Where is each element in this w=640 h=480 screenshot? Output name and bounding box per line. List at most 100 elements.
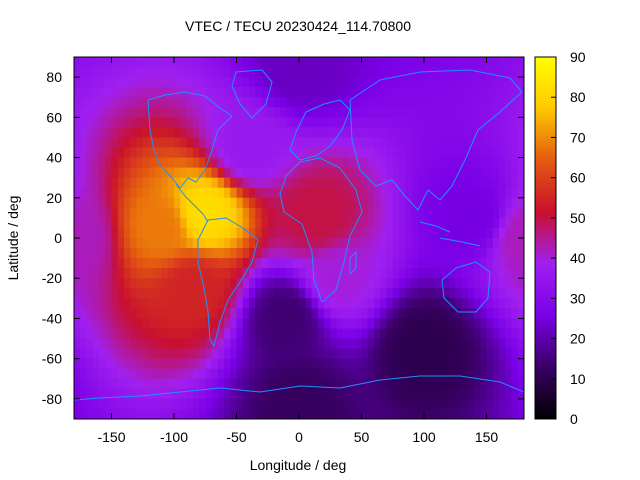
heatmap-cell bbox=[305, 278, 313, 289]
heatmap-cell bbox=[305, 268, 313, 279]
heatmap-cell bbox=[374, 368, 381, 380]
heatmap-cell bbox=[492, 368, 500, 380]
heatmap-cell bbox=[305, 258, 313, 269]
heatmap-cell bbox=[261, 248, 269, 259]
heatmap-cell bbox=[92, 378, 100, 390]
heatmap-cell bbox=[480, 328, 488, 340]
heatmap-cell bbox=[405, 308, 413, 320]
heatmap-cell bbox=[511, 217, 519, 229]
heatmap-cell bbox=[411, 67, 419, 78]
heatmap-cell bbox=[286, 348, 294, 360]
heatmap-cell bbox=[111, 117, 119, 128]
heatmap-cell bbox=[317, 97, 325, 108]
heatmap-cell bbox=[317, 157, 325, 169]
heatmap-cell bbox=[124, 197, 131, 209]
heatmap-cell bbox=[105, 378, 113, 390]
heatmap-cell bbox=[261, 67, 269, 78]
heatmap-cell bbox=[342, 147, 350, 159]
heatmap-cell bbox=[499, 147, 506, 159]
heatmap-cell bbox=[74, 298, 81, 309]
heatmap-cell bbox=[461, 328, 469, 340]
heatmap-cell bbox=[342, 268, 350, 279]
heatmap-cell bbox=[267, 127, 275, 139]
heatmap-cell bbox=[424, 238, 431, 249]
heatmap-cell bbox=[211, 97, 219, 108]
heatmap-cell bbox=[311, 87, 319, 98]
heatmap-cell bbox=[249, 227, 256, 239]
heatmap-cell bbox=[424, 127, 431, 139]
heatmap-cell bbox=[199, 187, 206, 199]
heatmap-cell bbox=[86, 207, 94, 219]
heatmap-cell bbox=[361, 408, 369, 419]
heatmap-cell bbox=[499, 87, 506, 98]
heatmap-cell bbox=[486, 358, 494, 370]
heatmap-cell bbox=[511, 258, 519, 269]
heatmap-cell bbox=[349, 107, 356, 118]
heatmap-cell bbox=[317, 258, 325, 269]
heatmap-cell bbox=[155, 227, 163, 239]
heatmap-cell bbox=[174, 167, 181, 179]
heatmap-cell bbox=[174, 338, 181, 350]
heatmap-cell bbox=[199, 298, 206, 309]
heatmap-cell bbox=[124, 298, 131, 309]
heatmap-cell bbox=[230, 157, 238, 169]
heatmap-cell bbox=[211, 87, 219, 98]
heatmap-cell bbox=[99, 57, 106, 68]
heatmap-cell bbox=[492, 338, 500, 350]
heatmap-cell bbox=[449, 127, 456, 139]
heatmap-cell bbox=[380, 127, 388, 139]
heatmap-cell bbox=[274, 358, 281, 370]
heatmap-cell bbox=[430, 378, 438, 390]
heatmap-cell bbox=[136, 207, 144, 219]
heatmap-cell bbox=[511, 388, 519, 400]
heatmap-cell bbox=[355, 278, 363, 289]
heatmap-cell bbox=[161, 338, 169, 350]
heatmap-cell bbox=[455, 238, 463, 249]
heatmap-cell bbox=[417, 127, 425, 139]
heatmap-cell bbox=[336, 207, 344, 219]
heatmap-cell bbox=[455, 97, 463, 108]
heatmap-cell bbox=[342, 157, 350, 169]
heatmap-cell bbox=[480, 137, 488, 149]
heatmap-cell bbox=[117, 67, 125, 78]
heatmap-cell bbox=[286, 238, 294, 249]
heatmap-cell bbox=[336, 77, 344, 88]
heatmap-cell bbox=[505, 358, 513, 370]
heatmap-cell bbox=[242, 238, 250, 249]
heatmap-cell bbox=[349, 67, 356, 78]
heatmap-cell bbox=[192, 207, 200, 219]
heatmap-cell bbox=[342, 167, 350, 179]
heatmap-cell bbox=[292, 388, 300, 400]
heatmap-cell bbox=[286, 308, 294, 320]
heatmap-cell bbox=[417, 238, 425, 249]
heatmap-cell bbox=[149, 177, 156, 189]
heatmap-cell bbox=[342, 398, 350, 410]
heatmap-cell bbox=[311, 398, 319, 410]
heatmap-cell bbox=[392, 268, 400, 279]
heatmap-cell bbox=[130, 87, 138, 98]
heatmap-cell bbox=[80, 57, 88, 68]
heatmap-cell bbox=[355, 268, 363, 279]
heatmap-cell bbox=[317, 177, 325, 189]
heatmap-cell bbox=[92, 187, 100, 199]
heatmap-cell bbox=[517, 177, 524, 189]
heatmap-cell bbox=[311, 147, 319, 159]
heatmap-cell bbox=[211, 408, 219, 419]
heatmap-cell bbox=[342, 298, 350, 309]
heatmap-cell bbox=[261, 77, 269, 88]
heatmap-cell bbox=[317, 57, 325, 68]
heatmap-cell bbox=[274, 278, 281, 289]
heatmap-cell bbox=[442, 97, 450, 108]
heatmap-cell bbox=[242, 298, 250, 309]
heatmap-cell bbox=[467, 268, 475, 279]
heatmap-cell bbox=[161, 147, 169, 159]
heatmap-cell bbox=[292, 97, 300, 108]
heatmap-cell bbox=[311, 338, 319, 350]
heatmap-cell bbox=[449, 298, 456, 309]
heatmap-cell bbox=[130, 368, 138, 380]
heatmap-cell bbox=[336, 137, 344, 149]
heatmap-cell bbox=[405, 348, 413, 360]
heatmap-cell bbox=[505, 127, 513, 139]
heatmap-cell bbox=[442, 298, 450, 309]
heatmap-cell bbox=[311, 227, 319, 239]
